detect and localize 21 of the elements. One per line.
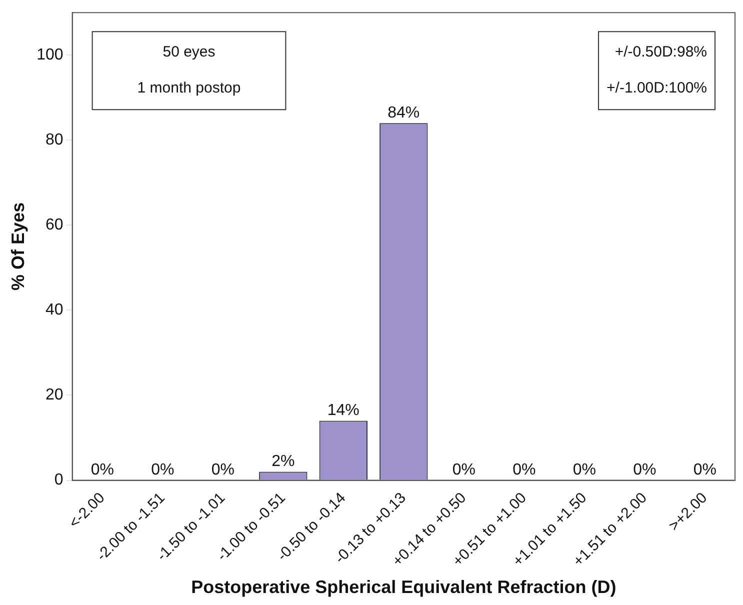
y-tick-label: 0 xyxy=(54,472,64,489)
data-label: 0% xyxy=(151,462,174,479)
data-label: 0% xyxy=(512,462,536,479)
y-tick-label: 60 xyxy=(46,216,64,234)
data-label: 0% xyxy=(452,462,476,479)
y-tick-label: 100 xyxy=(36,46,64,64)
y-tick-label: 80 xyxy=(46,132,64,149)
text: 50 eyes 1 month postop xyxy=(137,44,241,97)
y-tick-label: 20 xyxy=(46,386,64,404)
data-label: 14% xyxy=(327,402,360,420)
data-label: 0% xyxy=(90,462,114,479)
data-label: 0% xyxy=(211,462,234,479)
y-axis-title: % Of Eyes xyxy=(8,202,28,290)
x-axis-title: Postoperative Spherical Equivalent Refraction (D) xyxy=(191,577,616,598)
data-label: 0% xyxy=(572,462,596,479)
y-tick-label: 40 xyxy=(46,302,64,319)
data-label: 0% xyxy=(633,462,656,479)
data-label: 0% xyxy=(693,462,716,479)
data-label: 84% xyxy=(388,104,420,122)
data-label: 2% xyxy=(272,453,295,470)
text: +/-0.50D:98% +/-1.00D:100% xyxy=(606,44,707,97)
